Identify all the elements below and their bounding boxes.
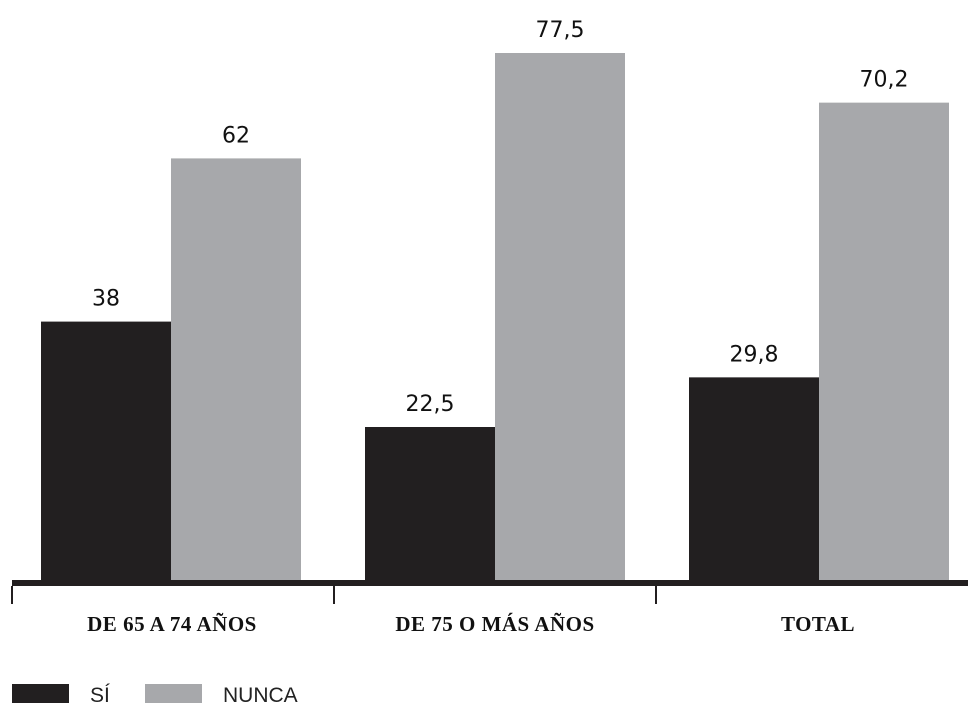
bar-si-de-75-o-mas-anos [365, 427, 495, 580]
value-label-nunca-de-75-o-mas-anos: 77,5 [536, 18, 585, 43]
x-axis-line [12, 580, 968, 586]
bar-nunca-de-65-a-74-anos [171, 158, 301, 580]
bar-nunca-total [819, 102, 949, 580]
x-axis-tick-1 [333, 586, 335, 604]
legend-swatch-nunca [145, 684, 202, 703]
category-label-de-65-a-74: DE 65 A 74 AÑOS [87, 612, 257, 636]
bar-si-total [689, 377, 819, 580]
legend: SÍ NUNCA [12, 684, 298, 706]
legend-swatch-si [12, 684, 69, 703]
legend-label-nunca: NUNCA [223, 684, 298, 706]
x-axis-tick-2 [655, 586, 657, 604]
value-label-si-total: 29,8 [730, 342, 779, 367]
value-label-si-de-75-o-mas-anos: 22,5 [406, 392, 455, 417]
value-label-nunca-total: 70,2 [860, 68, 909, 93]
category-label-total: TOTAL [781, 612, 855, 636]
bar-nunca-de-75-o-mas-anos [495, 53, 625, 580]
category-label-de-75-o-mas: DE 75 O MÁS AÑOS [395, 612, 594, 636]
bars-layer [41, 53, 949, 580]
category-labels: DE 65 A 74 AÑOS DE 75 O MÁS AÑOS TOTAL [87, 612, 855, 636]
legend-label-si: SÍ [90, 684, 110, 706]
bar-si-de-65-a-74-anos [41, 321, 171, 580]
value-label-nunca-de-65-a-74-anos: 62 [222, 123, 250, 148]
value-labels-layer: 38 62 22,5 77,5 29,8 70,2 [92, 18, 908, 417]
x-axis-tick-0 [11, 586, 13, 604]
value-label-si-de-65-a-74-anos: 38 [92, 287, 120, 312]
x-axis-ticks [11, 586, 657, 604]
